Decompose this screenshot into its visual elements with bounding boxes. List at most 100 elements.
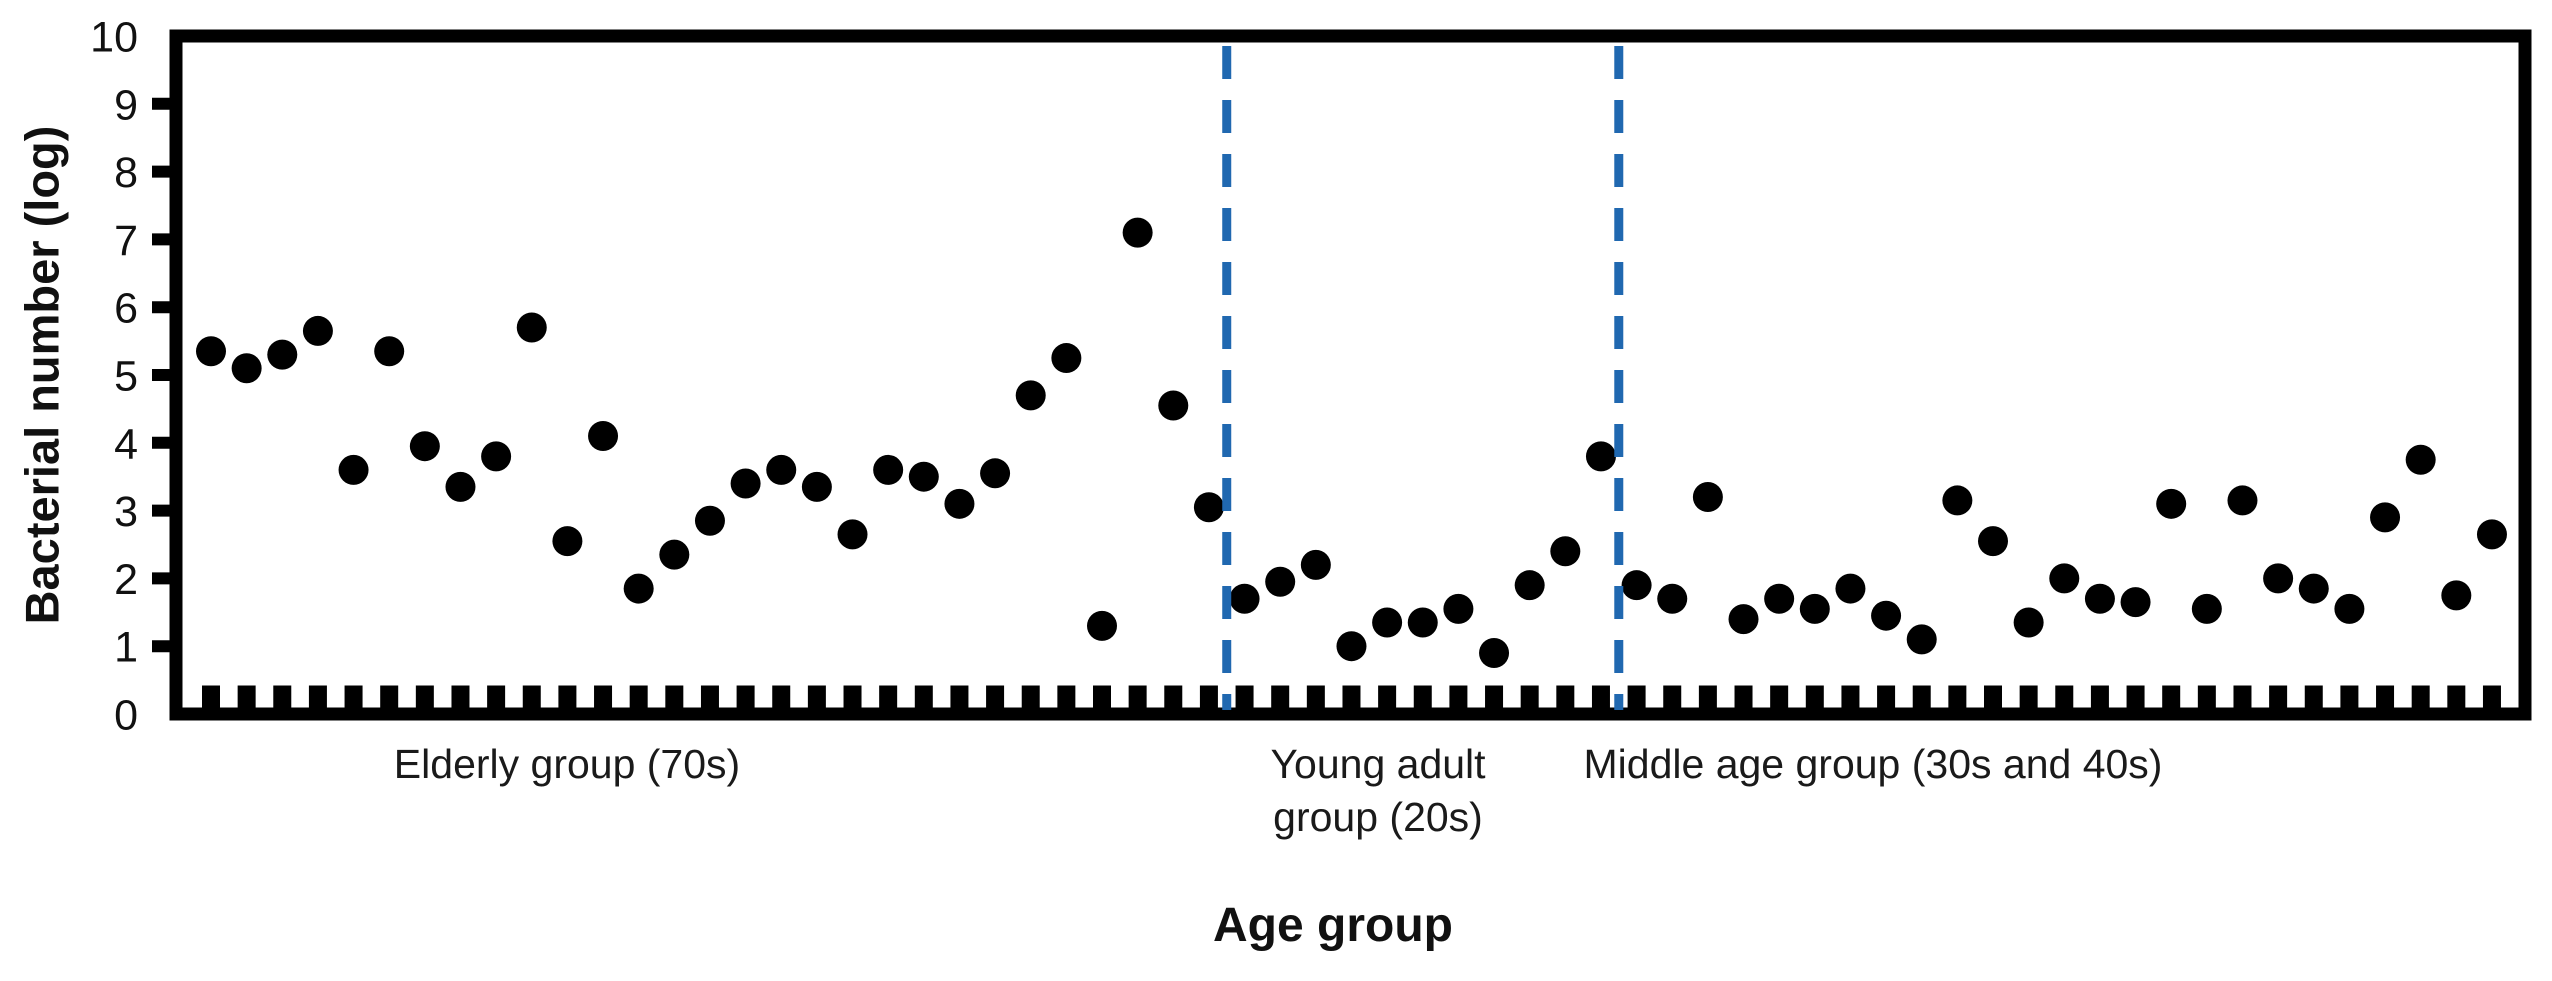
x-axis-tick xyxy=(2447,685,2466,710)
y-axis-tick-label: 1 xyxy=(114,624,138,672)
data-point-middle-age xyxy=(1942,485,1973,516)
data-point-young-adult xyxy=(1336,631,1367,662)
data-point-middle-age xyxy=(2227,485,2258,516)
x-axis-tick xyxy=(2482,685,2501,710)
data-point-elderly xyxy=(1158,390,1189,421)
x-axis-tick xyxy=(950,685,969,710)
x-axis-tick xyxy=(1128,685,1147,710)
data-point-elderly xyxy=(873,454,904,485)
data-point-young-adult xyxy=(1265,566,1296,597)
data-point-young-adult xyxy=(1550,536,1581,567)
x-axis-tick xyxy=(1912,685,1931,710)
data-point-middle-age xyxy=(1621,570,1652,601)
data-point-middle-age xyxy=(1906,624,1937,655)
x-axis-tick xyxy=(2233,685,2252,710)
data-point-middle-age xyxy=(2156,488,2187,519)
data-point-elderly xyxy=(980,458,1011,489)
group-label-line: group (20s) xyxy=(1273,794,1483,840)
x-axis-tick xyxy=(273,685,292,710)
data-point-elderly xyxy=(659,539,690,570)
x-group-label-middle-age: Middle age group (30s and 40s) xyxy=(1584,738,2163,791)
y-axis-tick-label: 3 xyxy=(114,488,138,536)
x-axis-tick xyxy=(344,685,363,710)
data-point-elderly xyxy=(1122,217,1153,248)
x-axis-tick xyxy=(2126,685,2145,710)
y-axis-tick-label: 9 xyxy=(114,81,138,129)
x-axis-tick xyxy=(914,685,933,710)
data-point-middle-age xyxy=(1728,604,1759,635)
data-point-elderly xyxy=(801,471,832,502)
x-axis-tick xyxy=(451,685,470,710)
data-point-middle-age xyxy=(2049,563,2080,594)
x-axis-tick xyxy=(1877,685,1896,710)
y-axis-tick-label: 6 xyxy=(114,285,138,333)
x-axis-tick xyxy=(522,685,541,710)
x-axis-tick xyxy=(1378,685,1397,710)
x-axis-tick xyxy=(415,685,434,710)
data-point-elderly xyxy=(267,339,298,370)
x-axis-tick xyxy=(1805,685,1824,710)
group-label-line: Middle age group (30s and 40s) xyxy=(1583,741,2163,787)
x-axis-tick xyxy=(594,685,613,710)
data-point-middle-age xyxy=(1871,600,1902,631)
plot-frame xyxy=(169,29,2532,721)
data-point-elderly xyxy=(374,336,405,367)
y-axis-tick-label: 0 xyxy=(114,691,138,739)
x-axis-tick xyxy=(1770,685,1789,710)
x-axis-tick xyxy=(1627,685,1646,710)
x-axis-tick xyxy=(2055,685,2074,710)
x-axis-title: Age group xyxy=(1213,899,1453,952)
x-axis-tick xyxy=(2269,685,2288,710)
data-point-elderly xyxy=(944,488,975,519)
x-axis-tick xyxy=(2304,685,2323,710)
data-point-elderly xyxy=(481,441,512,472)
data-point-elderly xyxy=(623,573,654,604)
x-axis-tick xyxy=(1520,685,1539,710)
x-axis-tick xyxy=(700,685,719,710)
x-axis-tick xyxy=(807,685,826,710)
x-axis-tick xyxy=(1556,685,1575,710)
data-point-middle-age xyxy=(2405,444,2436,475)
data-point-elderly xyxy=(338,454,369,485)
x-axis-tick xyxy=(986,685,1005,710)
data-point-middle-age xyxy=(1764,583,1795,614)
x-axis-tick xyxy=(1734,685,1753,710)
data-point-elderly xyxy=(552,526,583,557)
data-point-middle-age xyxy=(1799,593,1830,624)
data-point-elderly xyxy=(1193,492,1224,523)
data-point-middle-age xyxy=(1978,526,2008,557)
data-point-young-adult xyxy=(1300,549,1331,580)
data-point-young-adult xyxy=(1443,593,1474,624)
x-axis-tick xyxy=(1093,685,1111,710)
x-axis-tick xyxy=(2197,685,2216,710)
data-point-young-adult xyxy=(1585,441,1616,472)
x-axis-tick xyxy=(1057,685,1076,710)
data-point-elderly xyxy=(908,461,939,492)
x-axis-tick xyxy=(2019,685,2038,710)
x-axis-tick xyxy=(2376,685,2395,710)
x-group-label-elderly: Elderly group (70s) xyxy=(394,738,740,791)
data-point-young-adult xyxy=(1514,570,1545,601)
x-axis-tick xyxy=(237,685,256,710)
data-point-young-adult xyxy=(1372,607,1403,638)
x-axis-tick xyxy=(1199,685,1218,710)
data-point-middle-age xyxy=(2191,593,2222,624)
x-axis-tick xyxy=(665,685,684,710)
data-point-young-adult xyxy=(1479,637,1510,668)
y-axis-tick-label: 2 xyxy=(114,556,138,604)
data-point-elderly xyxy=(196,336,226,367)
data-point-young-adult xyxy=(1229,583,1260,614)
data-point-middle-age xyxy=(2370,502,2401,533)
data-point-elderly xyxy=(1015,380,1046,411)
x-group-label-young-adult: Young adult group (20s) xyxy=(1270,738,1485,844)
data-point-elderly xyxy=(516,312,547,343)
x-axis-tick xyxy=(1663,685,1682,710)
y-axis-tick-label: 7 xyxy=(114,217,138,265)
data-point-elderly xyxy=(730,468,761,499)
data-point-elderly xyxy=(588,421,619,452)
data-point-elderly xyxy=(766,454,797,485)
data-point-middle-age xyxy=(1835,573,1866,604)
x-axis-tick xyxy=(1342,685,1361,710)
x-axis-tick xyxy=(1698,685,1717,710)
group-label-line: Young adult xyxy=(1270,741,1486,787)
